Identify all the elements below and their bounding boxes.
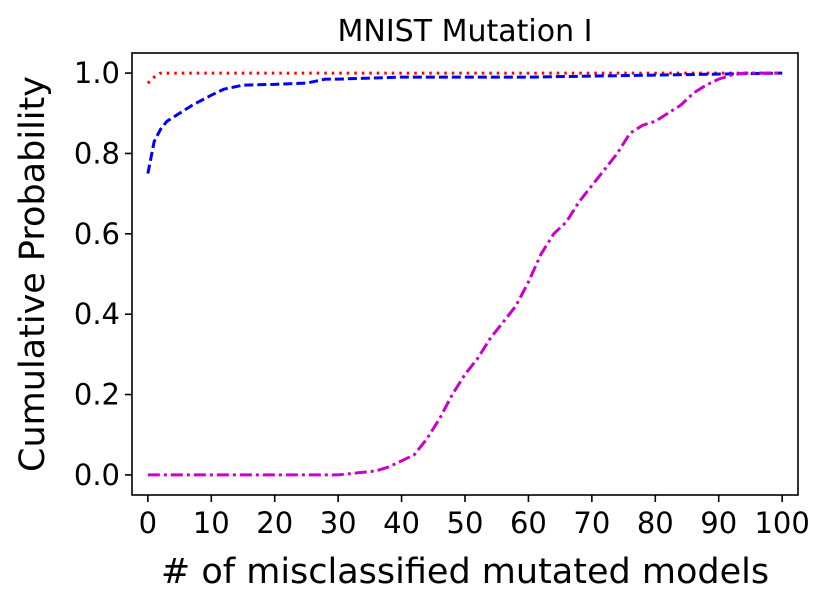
plot-frame — [131, 52, 799, 496]
x-tick-label: 10 — [193, 506, 230, 540]
x-axis-label: # of misclassified mutated models — [161, 552, 769, 592]
x-tick-label: 50 — [447, 506, 484, 540]
y-tick-label: 0.8 — [74, 136, 120, 170]
x-tick-label: 70 — [573, 506, 610, 540]
y-axis-ticks: 0.0 0.2 0.4 0.6 0.8 1.0 — [74, 56, 132, 492]
y-tick-label: 0.2 — [74, 378, 120, 412]
series-line-magenta-dashdot — [147, 71, 783, 477]
x-tick-label: 80 — [637, 506, 674, 540]
series-layer — [146, 71, 783, 477]
x-tick-label: 100 — [754, 506, 809, 540]
x-tick-label: 0 — [139, 506, 157, 540]
x-tick-label: 60 — [510, 506, 547, 540]
y-tick-label: 0.4 — [74, 297, 120, 331]
x-tick-label: 20 — [256, 506, 293, 540]
chart-title: MNIST Mutation I — [338, 14, 593, 49]
series-line-blue-dashed — [146, 71, 783, 174]
y-axis-label: Cumulative Probability — [13, 76, 53, 472]
x-axis-ticks: 0 10 20 30 40 50 60 70 80 90 100 — [139, 495, 810, 540]
x-tick-label: 40 — [383, 506, 420, 540]
y-tick-label: 0.6 — [74, 217, 120, 251]
y-tick-label: 0.0 — [74, 458, 120, 492]
x-tick-label: 30 — [320, 506, 357, 540]
y-tick-label: 1.0 — [74, 56, 120, 90]
x-tick-label: 90 — [700, 506, 737, 540]
